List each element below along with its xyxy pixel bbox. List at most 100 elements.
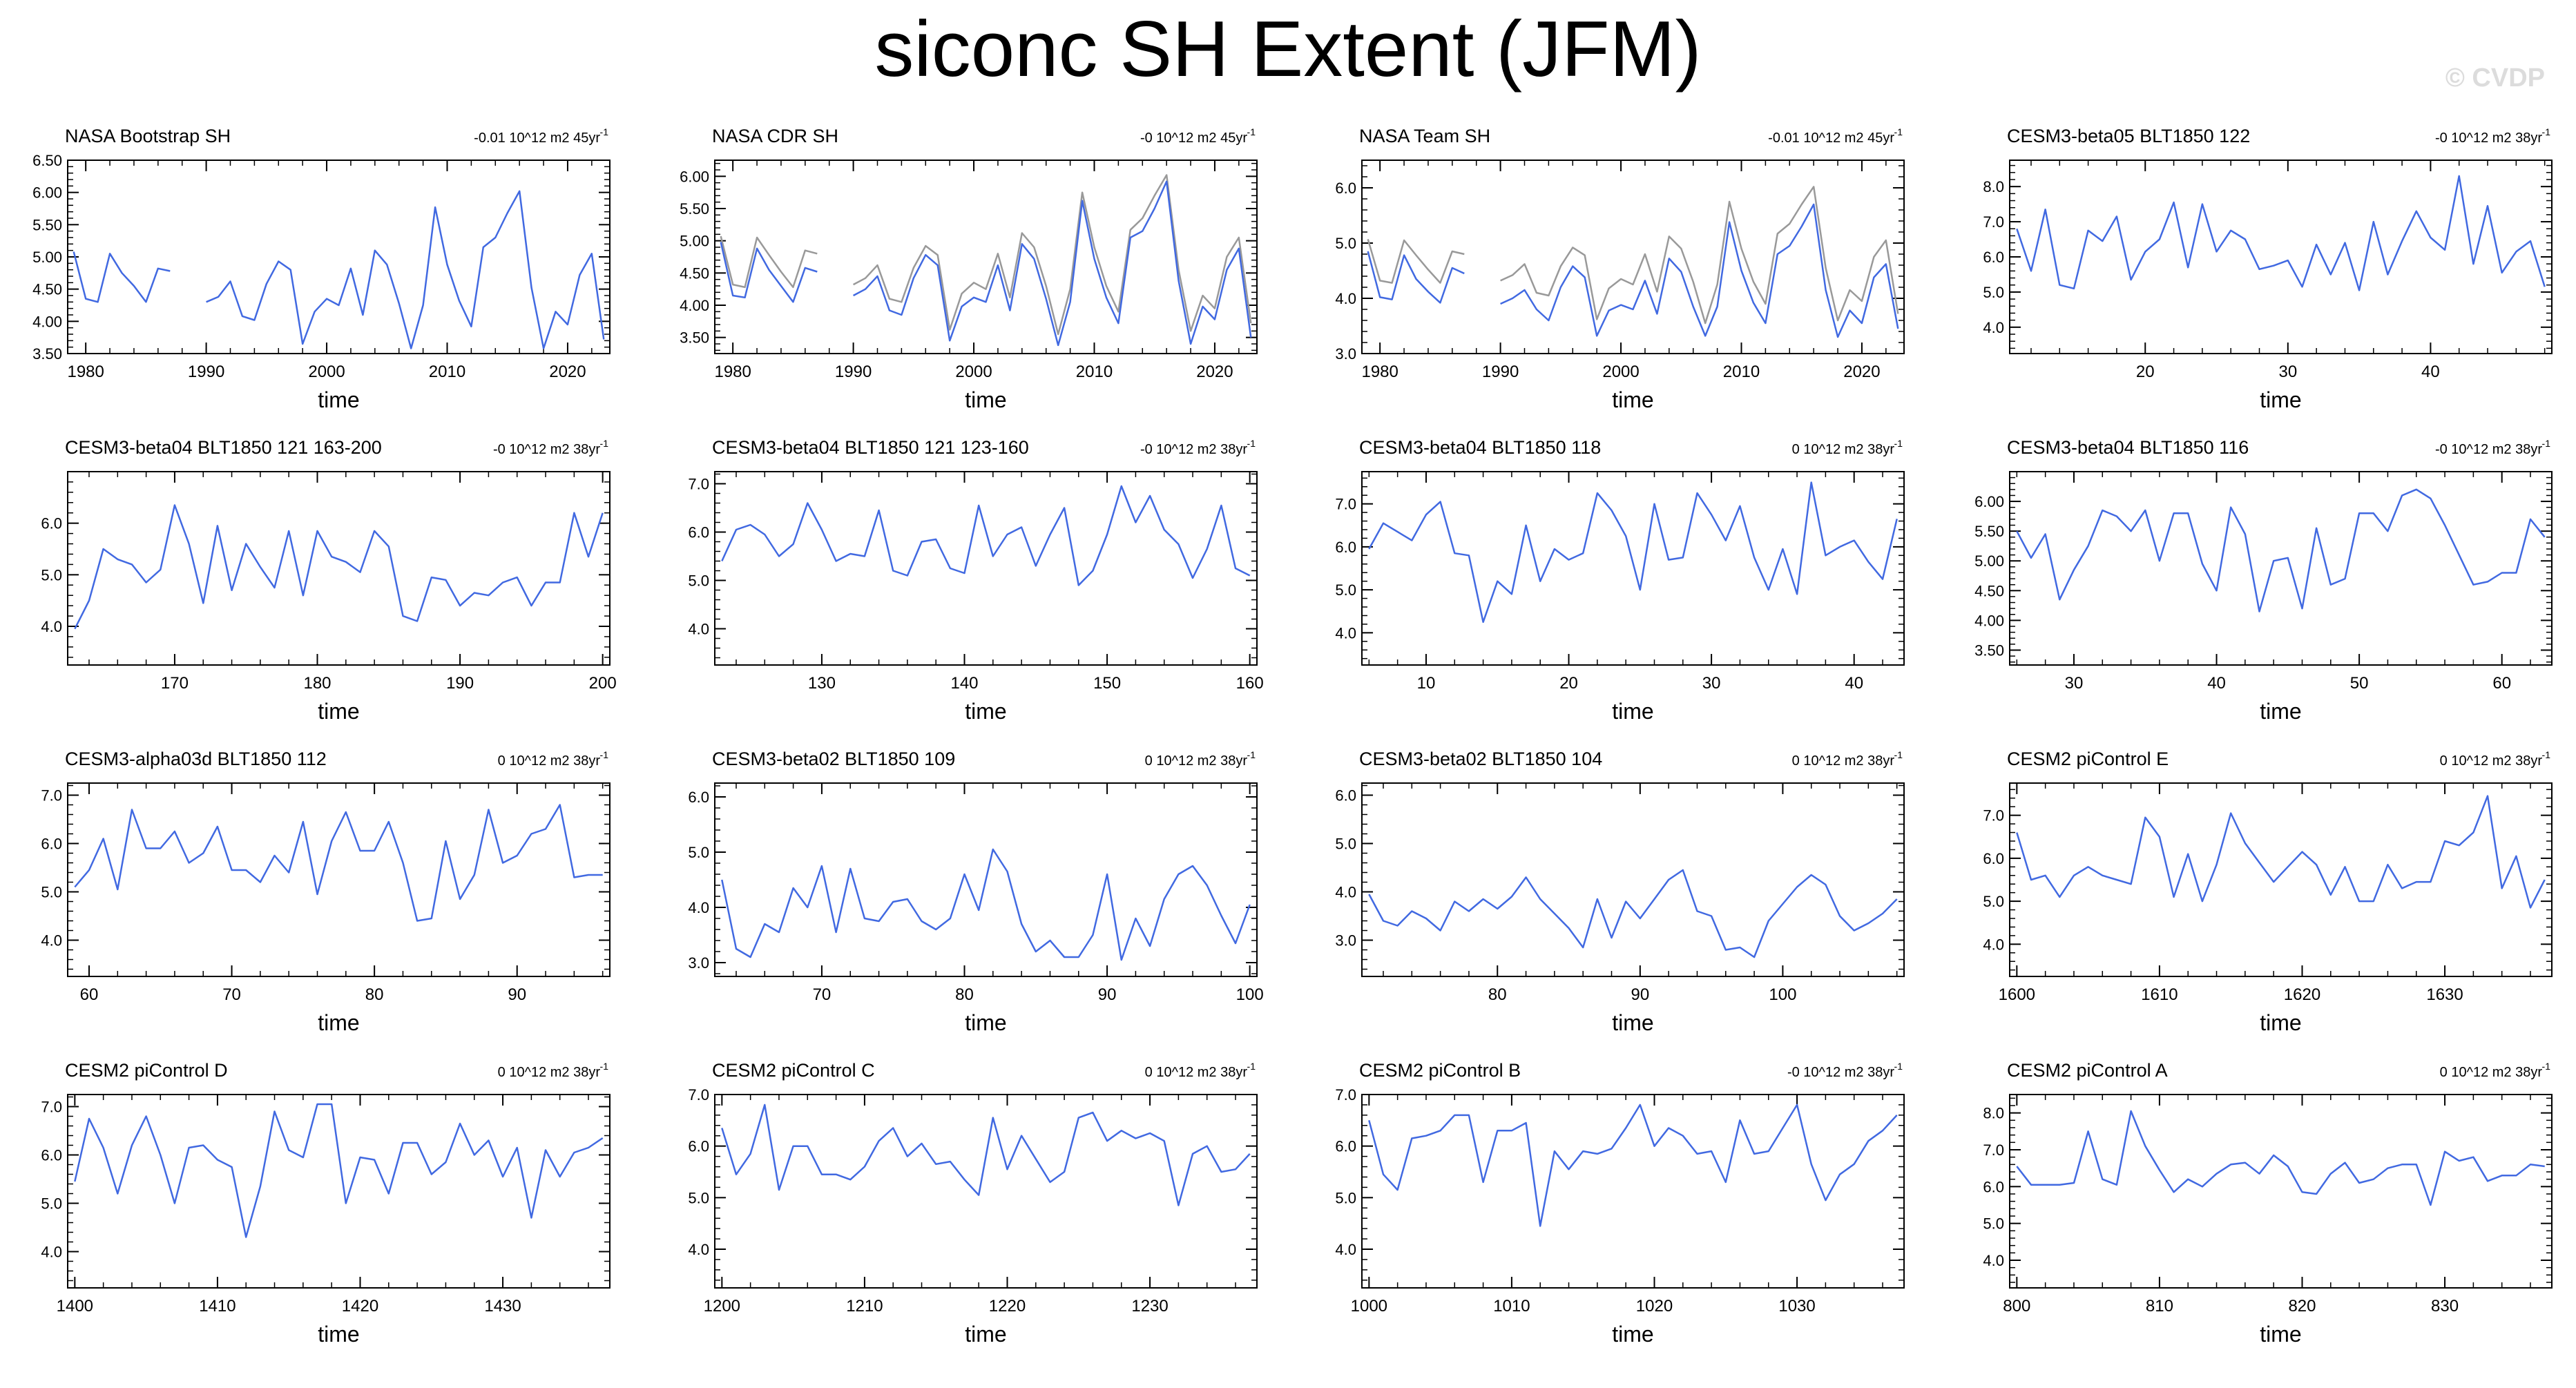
chart-panel: CESM3-beta02 BLT1850 109 0 10^12 m2 38yr -… (688, 749, 1263, 1035)
x-tick-label: 810 (2146, 1297, 2173, 1315)
plot-frame (714, 471, 1258, 666)
plot-frame (67, 1094, 611, 1289)
y-tick-label: 6.0 (41, 1147, 62, 1164)
trend-exponent: -1 (600, 1061, 609, 1072)
blue-series-line (1368, 1103, 1898, 1227)
x-tick-label: 60 (2492, 674, 2511, 693)
y-tick-label: 6.00 (680, 168, 709, 185)
x-tick-label: 2010 (1076, 363, 1113, 381)
trend-exponent: -1 (2542, 126, 2551, 137)
x-tick-label: 2020 (1843, 363, 1880, 381)
y-tick-label: 4.00 (1974, 612, 2004, 629)
x-axis-label: time (318, 699, 359, 724)
x-tick-label: 1620 (2284, 985, 2320, 1004)
trend-exponent: -1 (1894, 1061, 1903, 1072)
y-tick-label: 5.00 (32, 249, 62, 266)
x-axis-label: time (2260, 1322, 2301, 1347)
y-tick-label: 6.0 (41, 836, 62, 853)
y-tick-label: 6.0 (1983, 249, 2004, 266)
y-tick-label: 5.00 (1974, 552, 2004, 570)
plot-frame (714, 1094, 1258, 1289)
x-tick-label: 2000 (1602, 363, 1639, 381)
trend-exponent: -1 (600, 438, 609, 449)
x-axis-label: time (318, 387, 359, 412)
x-tick-label: 50 (2350, 674, 2369, 693)
blue-series-line (1367, 203, 1899, 338)
y-tick-label: 5.0 (1335, 836, 1356, 853)
y-tick-label: 5.0 (688, 572, 709, 590)
x-tick-label: 1610 (2141, 985, 2178, 1004)
y-tick-label: 4.0 (41, 618, 62, 635)
x-tick-label: 1980 (1361, 363, 1398, 381)
x-tick-label: 20 (2136, 363, 2155, 381)
chart-panel: CESM2 piControl C 0 10^12 m2 38yr -1 4.0 5.0… (688, 1060, 1258, 1347)
y-tick-label: 5.0 (1983, 1215, 2004, 1233)
y-tick-label: 4.00 (32, 313, 62, 330)
x-axis-label: time (1612, 699, 1653, 724)
x-tick-label: 40 (2421, 363, 2440, 381)
y-tick-label: 4.0 (688, 1241, 709, 1258)
x-axis-label: time (1612, 1010, 1653, 1035)
trend-exponent: -1 (1247, 1061, 1256, 1072)
trend-exponent: -1 (2542, 749, 2551, 760)
plot-frame (67, 782, 611, 977)
y-tick-label: 7.0 (1983, 213, 2004, 231)
blue-series-line (721, 1103, 1251, 1206)
y-tick-label: 6.0 (1983, 850, 2004, 867)
y-tick-label: 4.0 (1983, 936, 2004, 953)
x-tick-label: 2010 (1723, 363, 1760, 381)
trend-label: -0.01 10^12 m2 45yr (1768, 131, 1894, 146)
y-tick-label: 3.0 (688, 954, 709, 972)
blue-series-line (1368, 481, 1898, 624)
y-tick-label: 6.0 (688, 1138, 709, 1155)
chart-panel: CESM3-alpha03d BLT1850 112 0 10^12 m2 38y… (41, 749, 611, 1035)
x-tick-label: 140 (950, 674, 978, 693)
x-tick-label: 1220 (989, 1297, 1026, 1315)
x-tick-label: 150 (1093, 674, 1121, 693)
y-tick-label: 4.0 (1335, 624, 1356, 642)
chart-panel: NASA Bootstrap SH -0.01 10^12 m2 45yr -1 3.… (32, 126, 611, 412)
x-tick-label: 1200 (704, 1297, 740, 1315)
plot-frame (714, 782, 1258, 977)
trend-exponent: -1 (1894, 749, 1903, 760)
x-tick-label: 70 (813, 985, 832, 1004)
y-tick-label: 5.0 (41, 1195, 62, 1213)
blue-series-line (721, 848, 1251, 961)
x-tick-label: 190 (446, 674, 474, 693)
plot-frame (1361, 471, 1905, 666)
chart-panel: CESM2 piControl B -0 10^12 m2 38yr -1 4.0 5.… (1335, 1060, 1905, 1347)
x-tick-label: 200 (589, 674, 617, 693)
y-tick-label: 6.0 (688, 789, 709, 806)
x-tick-label: 10 (1417, 674, 1436, 693)
x-tick-label: 2000 (955, 363, 992, 381)
y-tick-label: 4.0 (1335, 884, 1356, 901)
blue-series-line (1368, 869, 1898, 958)
y-tick-label: 5.0 (1983, 284, 2004, 301)
x-tick-label: 70 (222, 985, 241, 1004)
y-tick-label: 4.00 (680, 297, 709, 314)
x-tick-label: 1210 (846, 1297, 883, 1315)
trend-label: 0 10^12 m2 38yr (2440, 1065, 2543, 1080)
x-tick-label: 30 (2065, 674, 2084, 693)
chart-panel: NASA Team SH -0.01 10^12 m2 45yr -1 3.0 4.0 5… (1335, 126, 1905, 412)
y-tick-label: 5.0 (1335, 1189, 1356, 1206)
trend-label: -0 10^12 m2 45yr (1140, 131, 1247, 146)
x-tick-label: 830 (2431, 1297, 2459, 1315)
x-tick-label: 1230 (1131, 1297, 1168, 1315)
x-tick-label: 1980 (67, 363, 104, 381)
trend-exponent: -1 (600, 749, 609, 760)
x-tick-label: 1400 (57, 1297, 93, 1315)
panel-title: CESM3-beta04 BLT1850 121 123-160 (712, 437, 1029, 458)
x-tick-label: 1630 (2426, 985, 2463, 1004)
blue-series-line (2016, 795, 2546, 909)
chart-panel: NASA CDR SH -0 10^12 m2 45yr -1 3.50 4.00 4.5… (680, 126, 1258, 412)
y-tick-label: 7.0 (1335, 496, 1356, 513)
blue-series-line (2016, 488, 2546, 613)
y-tick-label: 8.0 (1983, 178, 2004, 195)
x-tick-label: 30 (1702, 674, 1721, 693)
y-tick-label: 4.0 (688, 899, 709, 916)
blue-series-line (73, 190, 605, 349)
chart-panel: CESM3-beta04 BLT1850 116 -0 10^12 m2 38yr… (1974, 437, 2553, 724)
blue-series-line (74, 504, 604, 630)
trend-exponent: -1 (2542, 1061, 2551, 1072)
